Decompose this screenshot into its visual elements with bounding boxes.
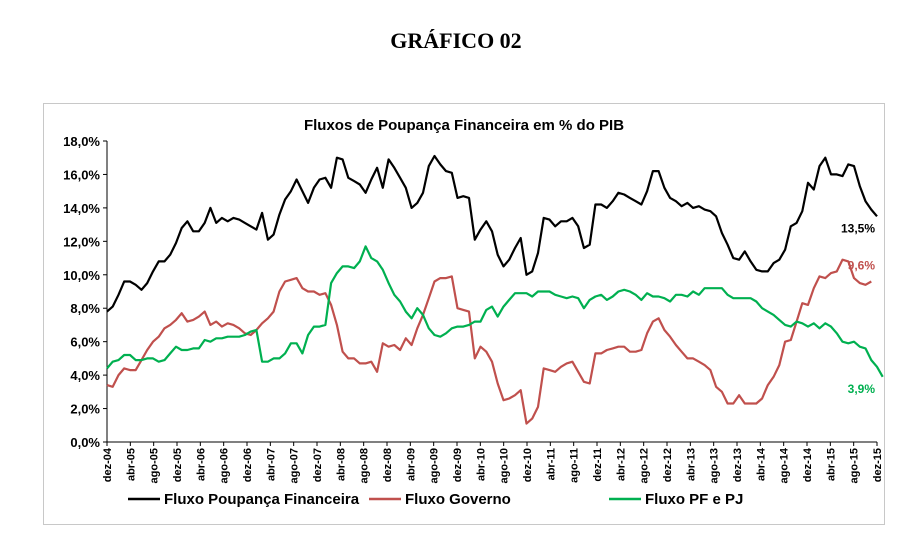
y-tick-label: 12,0% [63, 234, 100, 249]
y-tick-label: 0,0% [70, 435, 100, 450]
x-tick-label: ago-06 [219, 448, 231, 483]
x-tick-label: dez-13 [732, 448, 744, 482]
x-tick-label: ago-14 [779, 447, 791, 483]
y-tick-label: 14,0% [63, 201, 100, 216]
y-tick-label: 2,0% [70, 402, 100, 417]
series-line-fluxo-pf-e-pj [106, 245, 884, 378]
x-tick-label: abr-14 [755, 447, 767, 481]
series-end-label: 9,6% [848, 258, 876, 272]
x-tick-label: ago-07 [289, 448, 301, 483]
x-tick-label: dez-06 [242, 448, 254, 482]
x-tick-label: abr-07 [265, 448, 277, 481]
x-tick-label: ago-10 [499, 448, 511, 483]
y-tick-label: 16,0% [63, 167, 100, 182]
chart-frame: Fluxos de Poupança Financeira em % do PI… [43, 103, 885, 525]
line-chart: Fluxos de Poupança Financeira em % do PI… [63, 117, 884, 508]
x-tick-label: ago-09 [429, 448, 441, 483]
x-tick-label: abr-08 [335, 448, 347, 481]
y-tick-label: 6,0% [70, 335, 100, 350]
x-tick-label: ago-08 [359, 448, 371, 483]
x-tick-label: ago-11 [569, 448, 581, 483]
x-axis: dez-04 abr-05 ago-05 dez-05 abr-06 ago-06 dez-… [102, 441, 884, 483]
x-tick-label: dez-12 [662, 448, 674, 482]
chart-legend: Fluxo Poupança Financeira Fluxo Governo Fl… [128, 491, 743, 508]
x-tick-label: abr-05 [125, 448, 137, 481]
x-tick-label: ago-12 [639, 448, 651, 483]
x-tick-label: abr-12 [615, 448, 627, 481]
legend-label: Fluxo Governo [405, 491, 511, 508]
y-tick-label: 18,0% [63, 134, 100, 149]
series-line-fluxo-governo [106, 258, 872, 425]
x-tick-label: ago-05 [149, 448, 161, 483]
legend-label: Fluxo Poupança Financeira [164, 491, 360, 508]
x-tick-label: dez-10 [522, 448, 534, 482]
x-tick-label: abr-09 [405, 448, 417, 481]
chart-title: Fluxos de Poupança Financeira em % do PI… [304, 117, 624, 134]
page-heading: GRÁFICO 02 [390, 28, 522, 53]
x-tick-label: dez-08 [382, 448, 394, 482]
x-tick-label: ago-13 [709, 448, 721, 483]
y-axis: 0,0% 2,0% 4,0% 6,0% 8,0% 10,0% 12,0% 14,0% 16,0%… [63, 134, 108, 450]
x-tick-label: abr-13 [685, 448, 697, 481]
series-end-label: 13,5% [841, 221, 875, 235]
y-tick-label: 8,0% [70, 301, 100, 316]
legend-label: Fluxo PF e PJ [645, 491, 743, 508]
y-tick-label: 4,0% [70, 368, 100, 383]
series-end-label: 3,9% [848, 382, 876, 396]
series-line-fluxo-poupan-a-financeira [106, 154, 878, 313]
x-tick-label: ago-15 [849, 448, 861, 483]
x-tick-label: dez-15 [872, 448, 884, 482]
x-tick-label: abr-10 [475, 448, 487, 481]
x-tick-label: abr-15 [825, 448, 837, 481]
x-tick-label: dez-09 [452, 448, 464, 482]
y-tick-label: 10,0% [63, 268, 100, 283]
series-lines [106, 154, 884, 425]
x-tick-label: abr-06 [195, 448, 207, 481]
x-tick-label: dez-07 [312, 448, 324, 482]
x-tick-label: abr-11 [545, 448, 557, 480]
x-tick-label: dez-04 [102, 447, 114, 482]
end-labels: 13,5% 9,6% 3,9% [841, 221, 875, 396]
x-tick-label: dez-11 [592, 448, 604, 482]
x-tick-label: dez-14 [802, 447, 814, 482]
x-tick-label: dez-05 [172, 448, 184, 482]
